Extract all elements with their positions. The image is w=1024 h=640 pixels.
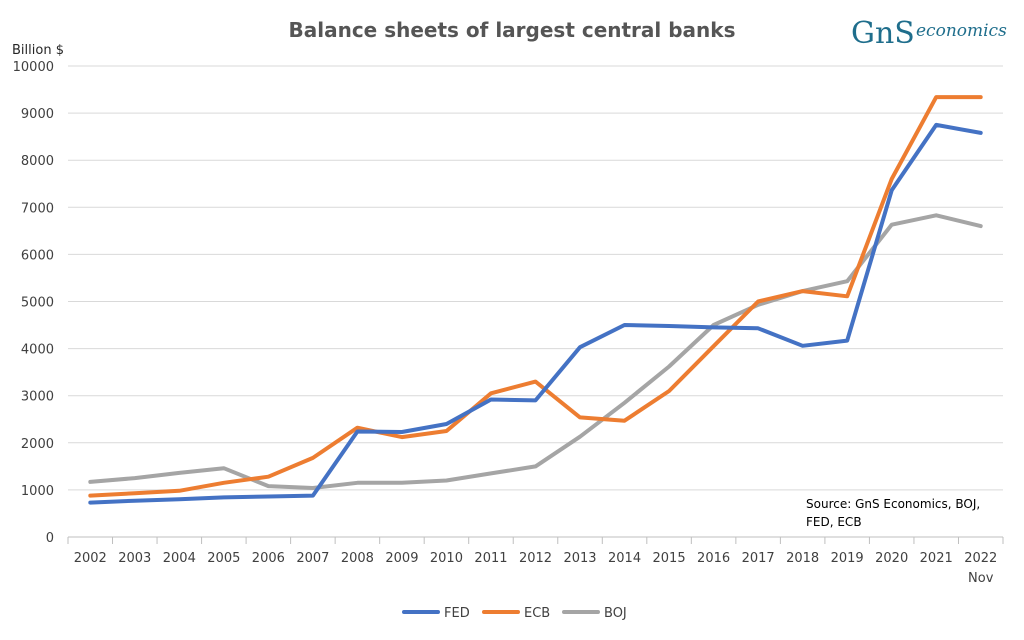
- legend-label-ecb: ECB: [524, 606, 550, 621]
- x-tick-label: 2014: [608, 551, 641, 566]
- x-tick-label: 2021: [920, 551, 953, 566]
- series-lines: [88, 95, 983, 505]
- legend-label-fed: FED: [444, 606, 470, 621]
- y-tick-label: 9000: [21, 107, 54, 122]
- y-tick-label: 0: [46, 531, 54, 546]
- x-tick-label: 2018: [786, 551, 819, 566]
- y-tick-label: 10000: [13, 60, 54, 75]
- x-tick-label: 2012: [519, 551, 552, 566]
- x-tick-label: 2010: [430, 551, 463, 566]
- x-tick-label: 2002: [74, 551, 107, 566]
- x-tick-label: 2016: [697, 551, 730, 566]
- y-tick-labels: 0 1000 2000 3000 4000 5000 6000 7000 8000 9000 100…: [13, 60, 54, 546]
- y-tick-label: 6000: [21, 248, 54, 263]
- legend: FED ECB BOJ: [402, 606, 627, 621]
- logo-mark: GnS: [851, 16, 915, 51]
- logo: GnS economics: [851, 16, 1007, 51]
- x-tick-labels: 2002 2003 2004 2005 2006 2007 2008 2009 2010 2011…: [74, 551, 998, 586]
- x-tick-label: 2007: [296, 551, 329, 566]
- x-tick-label: 2006: [252, 551, 285, 566]
- x-tick-label: 2015: [653, 551, 686, 566]
- logo-word: economics: [916, 21, 1007, 41]
- x-tick-label: 2003: [118, 551, 151, 566]
- x-tick-label: 2005: [207, 551, 240, 566]
- legend-label-boj: BOJ: [604, 606, 627, 621]
- y-tick-label: 2000: [21, 437, 54, 452]
- series-line-ecb: [88, 95, 983, 498]
- x-tick-label: 2013: [563, 551, 596, 566]
- y-tick-label: 5000: [21, 296, 54, 311]
- x-tick-label: 2004: [163, 551, 196, 566]
- y-tick-label: 8000: [21, 154, 54, 169]
- x-tick-label: 2022: [964, 551, 997, 566]
- source-line-2: FED, ECB: [806, 515, 862, 529]
- x-tick-label: 2011: [474, 551, 507, 566]
- gridlines: [67, 65, 1004, 544]
- chart-title: Balance sheets of largest central banks: [289, 18, 736, 42]
- y-tick-label: 4000: [21, 343, 54, 358]
- source-line-1: Source: GnS Economics, BOJ,: [806, 497, 980, 511]
- y-tick-label: 7000: [21, 201, 54, 216]
- source-note: Source: GnS Economics, BOJ, FED, ECB: [806, 497, 980, 529]
- x-tick-sublabel: Nov: [968, 571, 994, 586]
- x-tick-label: 2019: [831, 551, 864, 566]
- x-tick-label: 2009: [385, 551, 418, 566]
- y-axis-label: Billion $: [12, 43, 64, 58]
- x-tick-label: 2017: [742, 551, 775, 566]
- series-line-fed: [88, 122, 983, 505]
- y-tick-label: 3000: [21, 390, 54, 405]
- x-tick-label: 2008: [341, 551, 374, 566]
- y-tick-label: 1000: [21, 484, 54, 499]
- x-tick-label: 2020: [875, 551, 908, 566]
- series-line-boj: [88, 213, 983, 490]
